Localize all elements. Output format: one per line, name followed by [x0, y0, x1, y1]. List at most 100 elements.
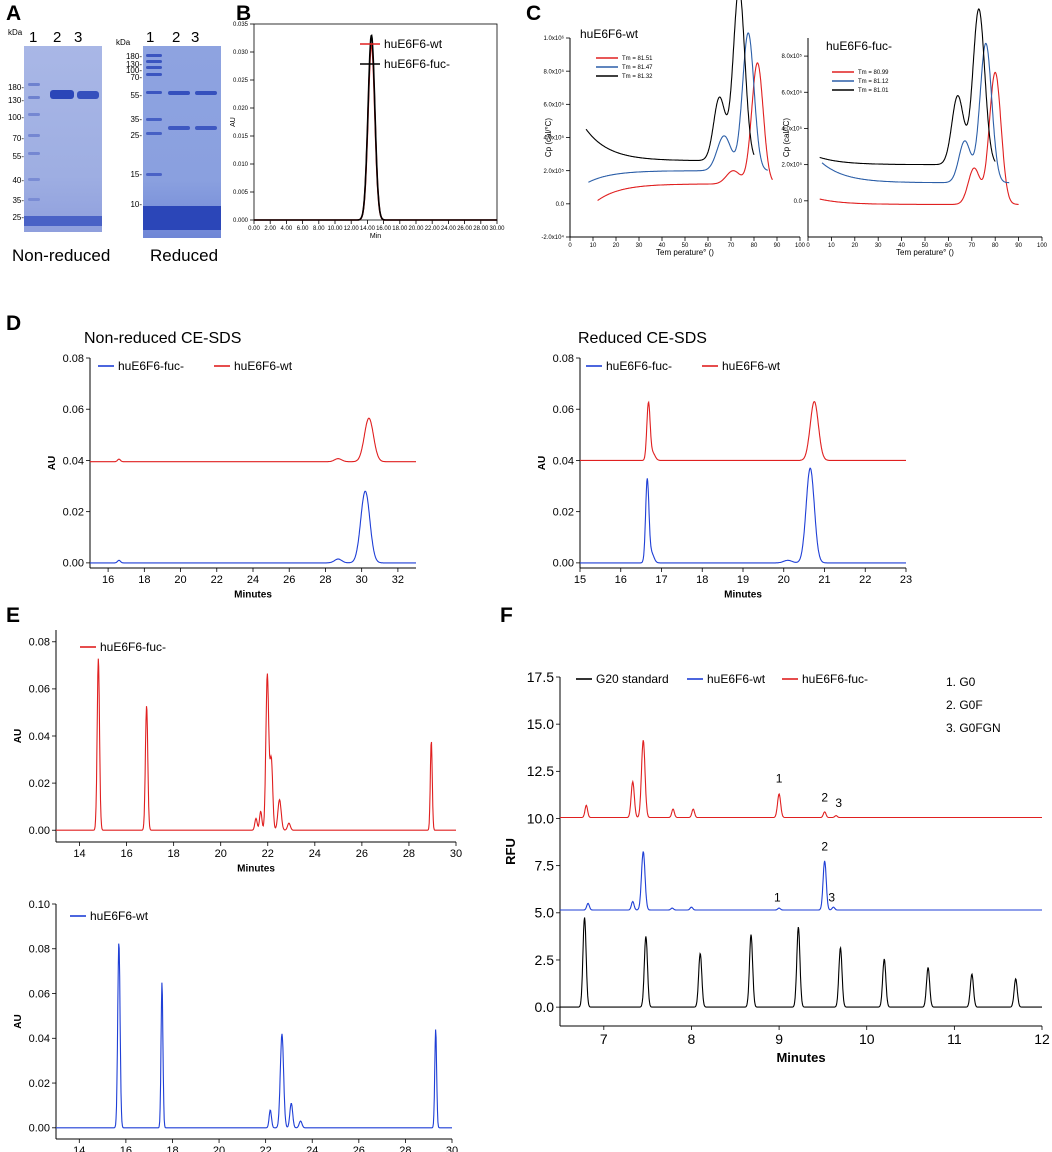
gel-reduced-lane-3: 3	[191, 29, 200, 46]
x-tick-label: 20	[778, 574, 790, 586]
x-tick-label: 17	[655, 574, 667, 586]
y-tick-label: 0.08	[553, 353, 574, 365]
x-tick-label: 24	[306, 1145, 318, 1152]
chart-frame	[253, 23, 498, 221]
gel-nonreduced-unit: kDa	[8, 28, 23, 37]
gel-reduced-marker: 70-	[130, 73, 142, 82]
legend-c2-label: Tm = 80.99	[858, 70, 889, 76]
gel-nonreduced-caption: Non-reduced	[12, 246, 111, 265]
y-tick-label: 7.5	[535, 858, 555, 874]
y-tick-label: 2.5	[535, 952, 555, 968]
gel-nonreduced-marker: 40-	[12, 176, 24, 185]
x-tick-label: 20	[213, 1145, 225, 1152]
gel-reduced-lane-1: 1	[146, 29, 155, 46]
x-tick-label: 10	[590, 243, 597, 249]
x-tick-label: 19	[737, 574, 749, 586]
y-tick-label: 0.04	[29, 1033, 50, 1045]
y-tick-label: 0.02	[29, 778, 50, 790]
y-tick-label: 0.0	[794, 199, 803, 205]
chart-c2-axes	[804, 38, 1043, 241]
x-tick-label: 6.00	[297, 226, 309, 232]
series-line-tm---81-32	[585, 0, 755, 161]
x-tick-label: 10	[859, 1031, 875, 1047]
legend-e1-label: huE6F6-fuc-	[100, 640, 166, 654]
legend-d1-wt-label: huE6F6-wt	[234, 359, 293, 373]
series-line-hue6f6-fuc-	[254, 34, 497, 221]
x-axis-label: Minutes	[776, 1050, 825, 1065]
gel-nonreduced-body	[24, 46, 102, 232]
legend-b-wt-label: huE6F6-wt	[384, 37, 443, 51]
x-tick-label: 26	[353, 1145, 365, 1152]
gel-reduced-marker: 25-	[130, 131, 142, 140]
series-line-hue6f6-fuc-	[580, 467, 906, 564]
y-axis-label: AU	[13, 1014, 24, 1028]
y-tick-label: 0.02	[553, 507, 574, 519]
y-tick-label: 8.0x10⁵	[781, 53, 802, 60]
gel-nonreduced-lane-2: 2	[53, 29, 62, 46]
gel-nonreduced-marker: 55-	[12, 152, 24, 161]
x-tick-label: 40	[659, 243, 666, 249]
y-axis-label: Cp (cal/°C)	[782, 118, 791, 158]
gel-nonreduced-marker: 100-	[7, 113, 24, 122]
x-tick-label: 0	[568, 243, 572, 249]
y-tick-label: 0.06	[553, 404, 574, 416]
y-tick-label: 5.0	[535, 905, 555, 921]
x-tick-label: 16	[615, 574, 627, 586]
series-line-hue6f6-wt	[90, 417, 416, 463]
x-tick-label: 90	[1015, 243, 1022, 249]
peak-key-item: 3. G0FGN	[946, 721, 1001, 735]
x-tick-label: 28	[319, 574, 331, 586]
x-tick-label: 30	[356, 574, 368, 586]
peak-key-item: 2. G0F	[946, 698, 983, 712]
x-tick-label: 10	[828, 243, 835, 249]
gel-reduced-unit: kDa	[116, 38, 131, 47]
x-tick-label: 18	[166, 1145, 178, 1152]
x-tick-label: 10.00	[327, 226, 343, 232]
x-tick-label: 24	[247, 574, 259, 586]
y-tick-label: 0.00	[29, 825, 50, 837]
x-tick-label: 32	[392, 574, 404, 586]
y-tick-label: 0.04	[553, 455, 574, 467]
x-tick-label: 14	[73, 1145, 85, 1152]
gel-nonreduced-marker: 35-	[12, 196, 24, 205]
y-tick-label: 0.00	[553, 558, 574, 570]
x-tick-label: 80	[992, 243, 999, 249]
series-line-g20-standard	[560, 917, 1042, 1008]
chart-c2-title: huE6F6-fuc-	[826, 39, 892, 53]
peak-key-item: 1. G0	[946, 675, 976, 689]
x-tick-label: 70	[968, 243, 975, 249]
series-line-hue6f6-wt	[580, 400, 906, 461]
y-tick-label: 0.02	[63, 507, 84, 519]
x-tick-label: 18	[168, 848, 180, 860]
y-tick-label: 1.0x10⁶	[544, 35, 565, 42]
legend-c2-label: Tm = 81.01	[858, 88, 889, 94]
x-tick-label: 28	[403, 848, 415, 860]
y-tick-label: 10.0	[527, 810, 554, 826]
x-tick-label: 16	[120, 848, 132, 860]
chart-d2-title: Reduced CE-SDS	[578, 330, 707, 347]
x-tick-label: 9	[775, 1031, 783, 1047]
x-tick-label: 22	[859, 574, 871, 586]
x-axis-label: Minutes	[237, 863, 275, 874]
x-tick-label: 22	[260, 1145, 272, 1152]
x-tick-label: 8.00	[313, 226, 325, 232]
x-tick-label: 20	[174, 574, 186, 586]
legend-f-fuc-label: huE6F6-fuc-	[802, 672, 868, 686]
y-tick-label: 0.08	[63, 353, 84, 365]
y-tick-label: 0.06	[29, 988, 50, 1000]
x-tick-label: 22	[262, 848, 274, 860]
x-tick-label: 30.00	[489, 226, 505, 232]
chart-c1-axes	[566, 37, 801, 241]
y-tick-label: 2.0x10⁵	[543, 168, 564, 175]
x-axis-label: Min	[370, 233, 381, 240]
legend-c2-label: Tm = 81.12	[858, 79, 889, 85]
gel-nonreduced-marker: 130-	[7, 96, 24, 105]
x-tick-label: 26	[283, 574, 295, 586]
gel-reduced-marker: 15-	[130, 170, 142, 179]
x-tick-label: 22	[211, 574, 223, 586]
gel-reduced-caption: Reduced	[150, 246, 219, 265]
legend-f-wt-label: huE6F6-wt	[707, 672, 766, 686]
x-tick-label: 22.00	[425, 226, 441, 232]
series-line-tm---80-99	[819, 71, 1019, 205]
